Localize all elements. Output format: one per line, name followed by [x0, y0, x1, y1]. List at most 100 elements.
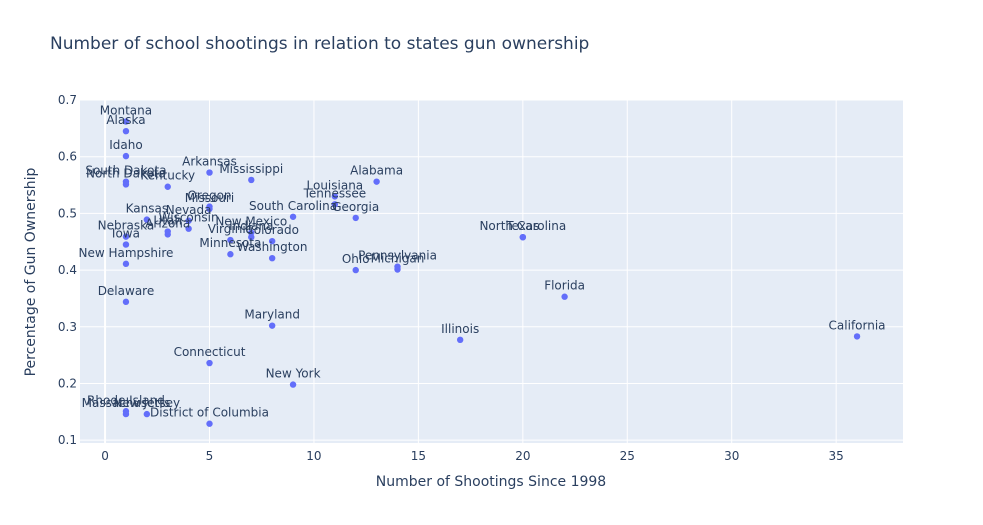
data-point-label: Maryland — [244, 308, 300, 322]
data-point-label: Indiana — [229, 219, 273, 233]
data-point-label: Florida — [544, 279, 585, 293]
data-point — [122, 260, 130, 268]
tick-labels: 0 5 10 15 20 25 30 35 0.1 0.2 0.3 0.4 0.5 0.6 0.7 — [58, 93, 844, 463]
data-point — [561, 293, 568, 300]
data-point — [331, 201, 339, 208]
x-axis-title: Number of Shootings Since 1998 — [376, 474, 606, 490]
y-axis-title: Percentage of Gun Ownership — [23, 167, 39, 376]
data-point-label: Washington — [237, 240, 308, 254]
data-point — [268, 322, 276, 329]
data-point — [122, 298, 130, 306]
data-point-label: Kansas — [126, 202, 168, 216]
data-point — [289, 213, 297, 220]
data-point — [122, 127, 130, 135]
data-point — [268, 254, 276, 262]
data-point — [248, 229, 255, 236]
data-point-label: South Carolina — [249, 199, 337, 213]
data-point-label: Tennessee — [303, 186, 367, 200]
data-point-label: Utah — [154, 214, 182, 228]
data-point — [373, 178, 380, 185]
data-point — [122, 410, 130, 418]
data-point-label: New Mexico — [215, 215, 287, 229]
data-point-label: Massachusetts — [82, 396, 171, 410]
data-point — [164, 183, 171, 190]
x-tick-label: 5 — [206, 449, 214, 463]
data-point — [394, 266, 401, 273]
data-point-label: Texas — [505, 219, 539, 233]
chart-title: Number of school shootings in relation t… — [50, 34, 590, 54]
data-point-label: Louisiana — [307, 178, 364, 192]
x-tick-label: 20 — [515, 449, 530, 463]
data-point-label: Wisconsin — [159, 211, 219, 225]
data-point-label: North Dakota — [86, 166, 166, 180]
data-point-label: Georgia — [332, 200, 379, 214]
x-tick-label: 35 — [829, 449, 844, 463]
data-point — [185, 225, 192, 232]
x-tick-label: 30 — [724, 449, 739, 463]
data-points — [122, 118, 861, 427]
data-point-label: Mississippi — [219, 162, 283, 176]
data-point-label: Alaska — [106, 113, 145, 127]
data-point — [268, 237, 276, 245]
data-point — [143, 410, 151, 418]
data-point-label: Illinois — [441, 322, 479, 336]
data-point-label: Arizona — [145, 216, 190, 230]
data-point — [164, 231, 171, 238]
y-tick-label: 0.6 — [58, 150, 77, 164]
data-point — [853, 333, 861, 340]
data-point-label: New Jersey — [114, 396, 181, 410]
y-tick-label: 0.2 — [58, 376, 77, 390]
y-tick-label: 0.4 — [58, 263, 77, 277]
data-point-label: New York — [266, 367, 321, 381]
data-point — [206, 205, 213, 213]
data-point-label: North Carolina — [479, 219, 566, 233]
data-point-label: Kentucky — [140, 169, 195, 183]
data-point — [248, 234, 255, 241]
grid — [80, 99, 903, 443]
data-point — [206, 359, 213, 367]
data-point — [143, 216, 151, 223]
data-point — [206, 420, 213, 427]
data-point-label: Montana — [100, 104, 152, 118]
data-point — [227, 236, 234, 244]
y-tick-label: 0.7 — [58, 93, 77, 107]
data-point-label: Michigan — [371, 252, 425, 266]
data-point — [227, 251, 234, 258]
data-point-label: Connecticut — [174, 345, 246, 359]
data-point-label: Arkansas — [182, 155, 237, 169]
data-point-label: Minnesota — [199, 236, 261, 250]
y-tick-label: 0.5 — [58, 206, 77, 220]
data-point — [122, 241, 130, 248]
data-point-label: Iowa — [112, 227, 140, 241]
data-point — [206, 169, 213, 176]
data-point-label: Nebraska — [98, 219, 155, 233]
data-point-label: New Hampshire — [78, 246, 173, 260]
data-point-label: California — [829, 318, 886, 332]
data-point-label: District of Columbia — [150, 406, 269, 420]
x-tick-label: 15 — [411, 449, 426, 463]
x-tick-label: 25 — [620, 449, 635, 463]
data-point-label: Nevada — [166, 203, 212, 217]
data-point-label: Oregon — [187, 189, 231, 203]
data-point-label: South Dakota — [85, 164, 166, 178]
x-tick-label: 0 — [101, 449, 109, 463]
data-point-label: Colorado — [245, 223, 299, 237]
plot-background — [80, 100, 903, 443]
data-point — [352, 266, 359, 274]
data-point — [456, 336, 464, 344]
data-point — [352, 214, 359, 222]
x-tick-label: 10 — [306, 449, 321, 463]
data-point-label: Alabama — [350, 164, 403, 178]
data-point-label: Rhode Island — [87, 393, 165, 407]
data-point-label: Pennsylvania — [358, 249, 437, 263]
data-point — [289, 381, 297, 388]
data-point — [122, 118, 130, 125]
data-point — [122, 181, 130, 188]
data-point — [519, 234, 527, 241]
data-point-label: Delaware — [98, 284, 155, 298]
data-point — [122, 152, 130, 160]
data-point-label: Missouri — [185, 191, 234, 205]
data-point-label: Ohio — [342, 252, 370, 266]
